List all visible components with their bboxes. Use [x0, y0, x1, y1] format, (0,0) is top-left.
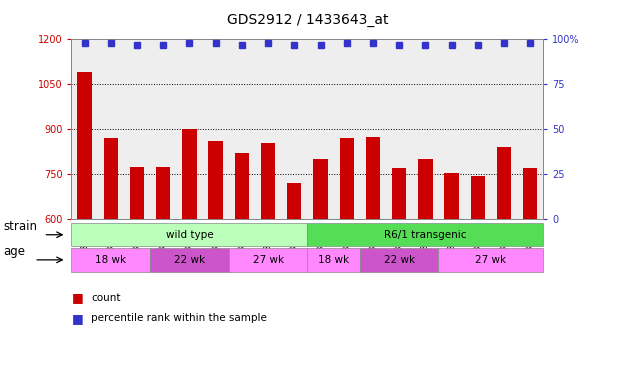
Bar [366, 137, 380, 219]
Text: count: count [91, 293, 121, 303]
Text: age: age [3, 245, 25, 258]
Text: ■: ■ [71, 312, 83, 325]
Text: 18 wk: 18 wk [318, 255, 349, 265]
Bar [497, 147, 511, 219]
Bar [313, 159, 328, 219]
Text: 18 wk: 18 wk [95, 255, 126, 265]
Bar [156, 167, 170, 219]
Text: 27 wk: 27 wk [475, 255, 507, 265]
Bar [182, 129, 197, 219]
Bar [209, 141, 223, 219]
Text: ■: ■ [71, 291, 83, 304]
Text: 22 wk: 22 wk [384, 255, 415, 265]
Bar [235, 153, 249, 219]
Bar [340, 138, 354, 219]
Text: percentile rank within the sample: percentile rank within the sample [91, 314, 267, 323]
Bar [445, 173, 459, 219]
Text: 27 wk: 27 wk [253, 255, 284, 265]
Text: strain: strain [3, 220, 37, 233]
Text: GDS2912 / 1433643_at: GDS2912 / 1433643_at [227, 13, 388, 27]
Bar [130, 167, 144, 219]
Bar [471, 176, 485, 219]
Bar [523, 168, 538, 219]
Bar [78, 72, 92, 219]
Text: 22 wk: 22 wk [174, 255, 205, 265]
Bar [392, 168, 406, 219]
Text: wild type: wild type [166, 230, 213, 240]
Text: R6/1 transgenic: R6/1 transgenic [384, 230, 466, 240]
Bar [261, 143, 275, 219]
Bar [287, 183, 302, 219]
Bar [104, 138, 118, 219]
Bar [418, 159, 433, 219]
